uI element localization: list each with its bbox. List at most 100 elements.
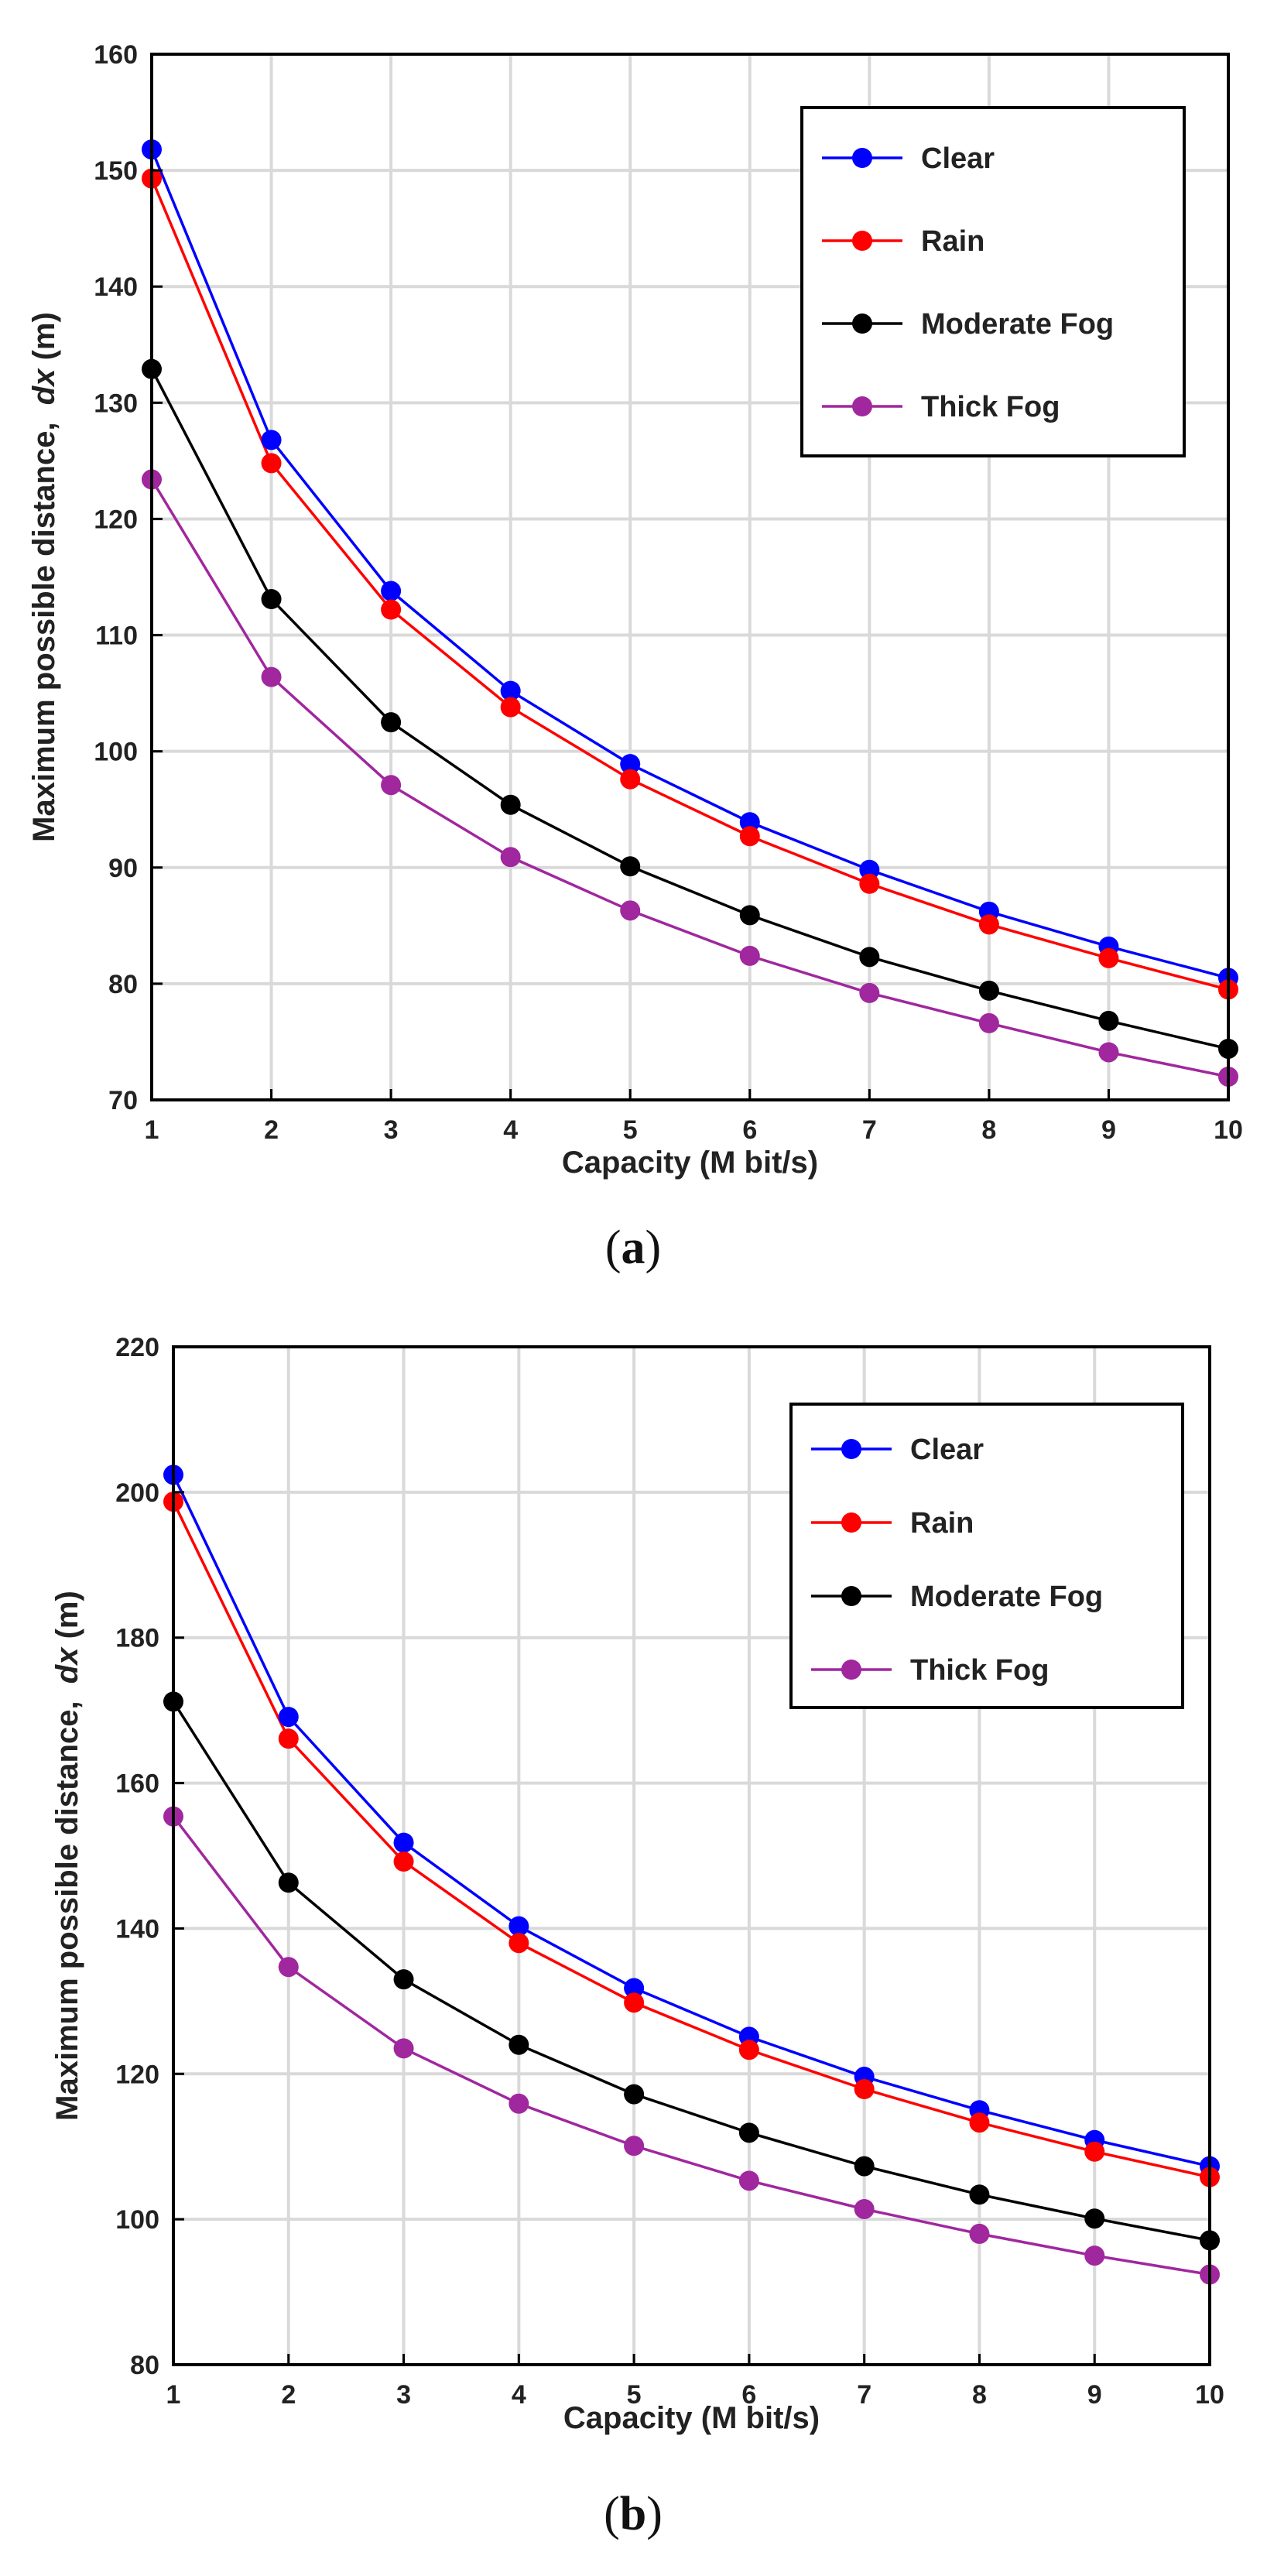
data-point-thick-fog-a [1098,1042,1119,1063]
legend-label-clear-b: Clear [910,1434,984,1466]
data-point-rain-b [738,2040,759,2060]
data-point-rain-b [624,1992,645,2013]
caption-paren-close: ) [646,2488,663,2540]
data-point-rain-a [381,599,402,620]
data-point-thick-fog-b [969,2223,990,2244]
data-point-moderate-fog-a [1098,1010,1119,1031]
y-axis-label-text: Maximum possible distance, [50,1684,84,2121]
x-tick-label-b: 7 [857,2380,871,2410]
data-point-thick-fog-a [261,666,282,687]
series-line-moderate-fog-b [172,1701,1210,2242]
data-point-rain-a [978,914,999,935]
y-tick-label-a: 110 [95,622,138,651]
legend-swatch-marker-moderate-fog-b [841,1586,861,1606]
data-point-thick-fog-b [278,1957,299,1978]
y-tick-label-a: 150 [94,156,138,186]
caption-paren-close: ) [645,1221,662,1274]
data-point-clear-b [509,1916,529,1937]
legend-label-thick-fog-a: Thick Fog [921,391,1060,423]
legend-label-moderate-fog-a: Moderate Fog [921,308,1114,341]
caption-letter: b [620,2488,646,2540]
data-point-thick-fog-a [859,982,880,1003]
legend-label-clear-a: Clear [921,142,995,175]
data-point-moderate-fog-a [500,794,521,815]
x-tick-label-a: 10 [1214,1115,1243,1145]
x-tick-label-a: 9 [1101,1115,1116,1145]
x-tick-label-b: 6 [741,2380,756,2410]
legend-label-rain-b: Rain [910,1507,974,1540]
series-line-thick-fog-a [150,478,1229,1078]
x-tick-label-b: 8 [972,2380,987,2410]
series-line-moderate-fog-a [150,368,1229,1050]
y-tick-label-a: 90 [108,854,138,883]
legend-swatch-marker-thick-fog-a [852,396,872,416]
y-tick-label-b: 180 [115,1624,159,1653]
x-tick-label-b: 10 [1195,2380,1224,2410]
legend-label-rain-a: Rain [921,225,984,258]
data-point-thick-fog-b [1084,2245,1105,2266]
y-tick-label-a: 70 [108,1086,138,1115]
data-point-moderate-fog-b [278,1872,299,1893]
data-point-moderate-fog-b [509,2034,529,2055]
y-axis-label-unit: (m) [50,1591,84,1647]
data-point-thick-fog-a [739,945,760,966]
y-tick-label-a: 130 [94,389,138,418]
x-tick-label-b: 2 [281,2380,296,2410]
data-point-rain-a [1098,947,1119,968]
legend-label-thick-fog-b: Thick Fog [910,1654,1049,1687]
legend-swatch-marker-rain-a [852,231,872,251]
line-chart-a: 1 2 3 4 5 6 7 8 9 10 70 80 90 100 110 120 130 140 150 160 Ca… [27,40,1243,1274]
data-point-rain-a [739,826,760,847]
data-point-rain-a [261,453,282,474]
legend-swatch-marker-moderate-fog-a [852,313,872,334]
series-line-rain-a [150,177,1229,992]
data-point-thick-fog-b [624,2136,645,2156]
data-point-thick-fog-a [500,847,521,868]
series-line-thick-fog-b [172,1815,1210,2276]
x-axis-label-b: Capacity (M bit/s) [563,2401,820,2435]
y-tick-label-b: 80 [130,2351,159,2380]
caption-paren-open: ( [605,1221,622,1274]
data-point-rain-b [854,2079,875,2100]
x-tick-label-a: 1 [145,1115,159,1145]
data-point-clear-b [278,1707,299,1728]
data-point-thick-fog-b [509,2093,529,2114]
data-point-thick-fog-b [854,2198,875,2219]
data-point-clear-a [620,754,641,775]
data-point-clear-a [261,430,282,450]
x-tick-label-a: 2 [264,1115,279,1145]
legend-label-moderate-fog-b: Moderate Fog [910,1581,1103,1613]
data-point-moderate-fog-b [393,1969,414,1990]
y-tick-label-b: 140 [115,1914,159,1944]
data-point-moderate-fog-a [620,856,641,877]
data-point-rain-a [859,873,880,894]
legend-swatch-marker-rain-b [841,1512,861,1533]
y-tick-label-b: 160 [115,1769,159,1799]
data-point-moderate-fog-b [1084,2208,1105,2229]
data-point-clear-a [739,812,760,833]
chart-panel-b: 1 2 3 4 5 6 7 8 9 10 80 100 120 140 160 180 200 220 Capaci… [0,1288,1267,2576]
data-point-moderate-fog-b [854,2156,875,2177]
x-tick-label-a: 3 [384,1115,399,1145]
y-tick-label-b: 120 [115,2060,159,2089]
data-point-clear-a [500,680,521,701]
series-line-rain-b [172,1501,1210,2179]
data-point-rain-b [278,1728,299,1749]
data-point-rain-b [393,1852,414,1872]
x-tick-label-a: 8 [981,1115,996,1145]
y-tick-label-a: 160 [94,40,138,70]
data-point-clear-a [381,581,402,601]
panel-caption-b: (b) [604,2488,663,2540]
data-point-thick-fog-b [393,2038,414,2059]
data-point-rain-b [969,2112,990,2133]
data-point-clear-b [624,1978,645,1999]
data-point-thick-fog-b [738,2170,759,2191]
chart-panel-a: 1 2 3 4 5 6 7 8 9 10 70 80 90 100 110 120 130 140 150 160 Ca… [27,40,1243,1274]
data-point-thick-fog-a [978,1012,999,1033]
data-point-moderate-fog-a [739,905,760,926]
y-axis-label-unit: (m) [27,312,61,368]
data-point-thick-fog-a [620,900,641,921]
x-tick-label-b: 9 [1087,2380,1102,2410]
data-point-rain-b [1084,2141,1105,2162]
data-point-moderate-fog-a [261,589,282,610]
